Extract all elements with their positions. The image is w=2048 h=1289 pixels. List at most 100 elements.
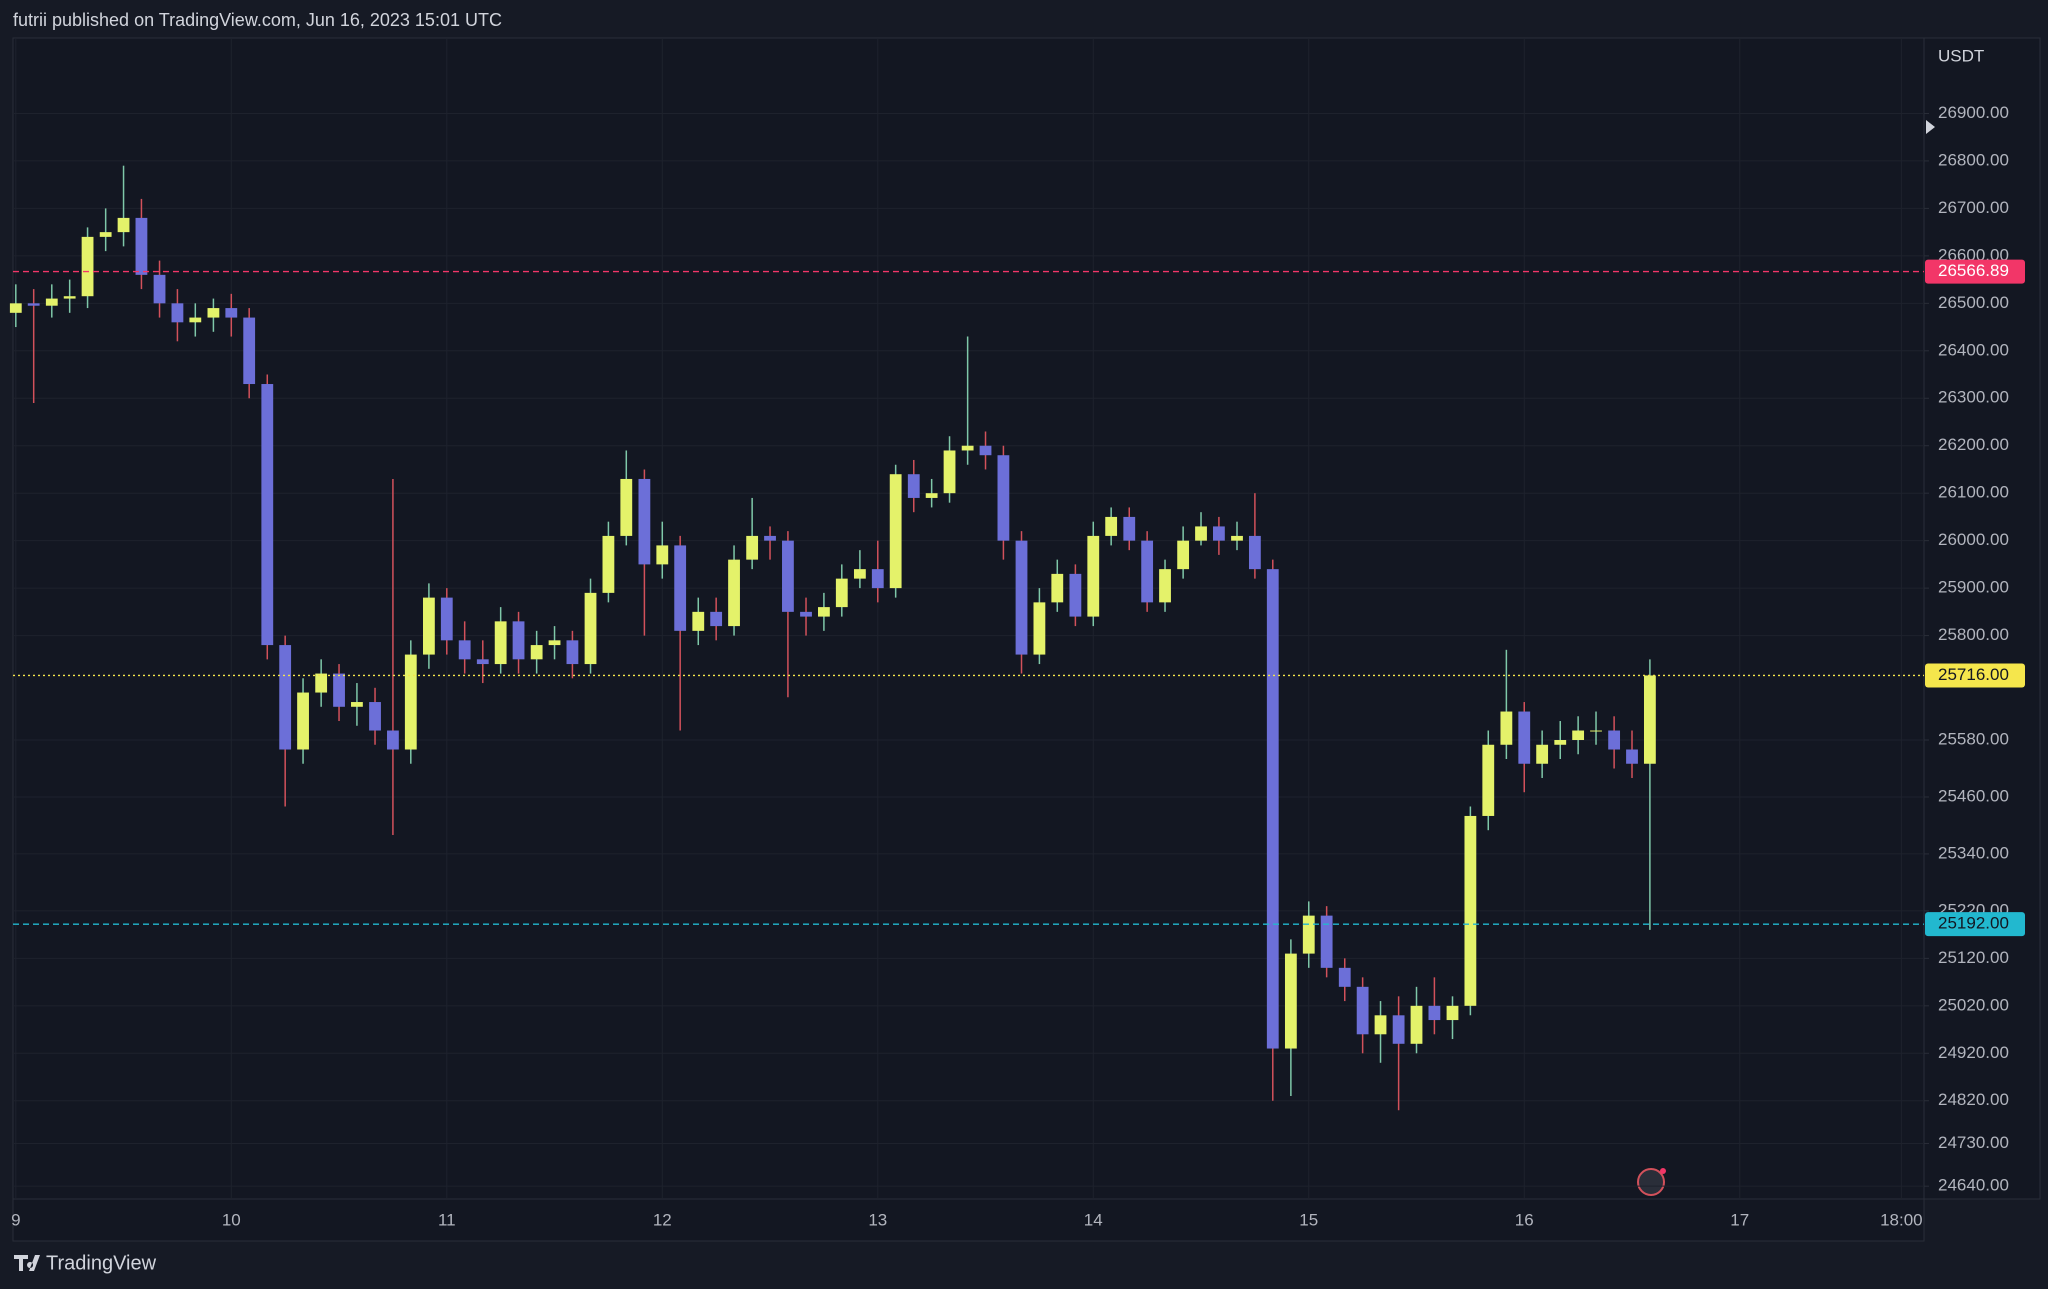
candle-body	[333, 673, 345, 707]
x-tick-label: 13	[868, 1210, 887, 1229]
y-tick-label: 25800.00	[1938, 625, 2009, 644]
y-tick-label: 26300.00	[1938, 388, 2009, 407]
candle-body	[979, 445, 992, 456]
candle-body	[45, 298, 58, 306]
brand: TradingView	[46, 1252, 157, 1274]
x-tick-label: 14	[1084, 1210, 1103, 1229]
candle-body	[1428, 1005, 1441, 1021]
y-tick-label: 26400.00	[1938, 340, 2009, 359]
y-tick-label: 26900.00	[1938, 103, 2009, 122]
price-axis	[1923, 37, 2041, 1200]
event-flag	[1637, 1168, 1666, 1196]
candle-body	[1446, 1005, 1459, 1021]
candle-body	[1302, 915, 1315, 954]
candle-body	[1572, 730, 1585, 741]
candle-body	[1374, 1015, 1387, 1035]
candle-body	[1069, 573, 1082, 617]
x-tick-label: 10	[222, 1210, 241, 1229]
y-axis-label: USDT	[1938, 46, 1984, 65]
candle-body	[1392, 1015, 1405, 1044]
candle-body	[476, 659, 489, 665]
y-tick-label: 24730.00	[1938, 1133, 2009, 1152]
candle-body	[530, 645, 543, 660]
candle-body	[189, 317, 202, 323]
candle-body	[818, 607, 830, 617]
candle-body	[135, 217, 148, 275]
x-tick-label: 9	[11, 1210, 20, 1229]
flag-dot	[1660, 1168, 1666, 1174]
candle-body	[9, 303, 22, 313]
candle-body	[1159, 569, 1171, 603]
y-tick-label: 25020.00	[1938, 995, 2009, 1014]
x-tick-label: 16	[1515, 1210, 1534, 1229]
candle-body	[584, 592, 597, 665]
candle-body	[728, 559, 740, 627]
candle-body	[674, 545, 687, 631]
candle-body	[1087, 535, 1100, 617]
candle-body	[225, 308, 238, 318]
candle-body	[1320, 915, 1333, 968]
plot-area	[12, 37, 1925, 1200]
candle-body	[1213, 526, 1225, 541]
candle-body	[1590, 730, 1602, 732]
candle-body	[1356, 986, 1369, 1035]
candle-body	[1266, 569, 1279, 1049]
candle-body	[1231, 535, 1243, 541]
candle-body	[81, 236, 94, 297]
candle-body	[387, 730, 399, 750]
y-tick-label: 26800.00	[1938, 150, 2009, 169]
candle-body	[153, 274, 166, 304]
y-tick-label: 26500.00	[1938, 293, 2009, 312]
candle-body	[494, 621, 507, 665]
candle-body	[620, 478, 633, 536]
candle-body	[1338, 967, 1351, 987]
candle-body	[1284, 953, 1297, 1049]
candle-body	[1464, 815, 1477, 1006]
candle-body	[782, 540, 794, 612]
candle-body	[63, 296, 76, 299]
candle-body	[1105, 516, 1118, 536]
candle-body	[764, 535, 776, 541]
candle-body	[997, 455, 1010, 541]
y-tick-label: 24640.00	[1938, 1176, 2009, 1195]
candle-body	[548, 640, 561, 646]
candle-body	[835, 578, 848, 608]
candle-body	[512, 621, 525, 660]
time-axis	[12, 1198, 1925, 1242]
candle-body	[1248, 535, 1261, 570]
price-label-bg	[1925, 912, 2025, 937]
candle-body	[925, 493, 938, 498]
candle-body	[943, 450, 956, 494]
candle-body	[853, 569, 866, 579]
candle-body	[315, 673, 328, 693]
y-tick-label: 26200.00	[1938, 435, 2009, 454]
candle-body	[1608, 730, 1621, 750]
price-label: 26566.89	[1938, 261, 2009, 280]
y-tick-label: 25460.00	[1938, 786, 2009, 805]
candle-body	[638, 478, 651, 565]
candle-body	[889, 474, 902, 589]
candle-body	[207, 308, 220, 318]
candle-body	[1536, 744, 1549, 764]
candle-body	[297, 692, 309, 750]
candle-body	[1518, 711, 1531, 764]
candle-body	[566, 640, 579, 665]
candle-body	[1643, 675, 1656, 764]
candle-body	[458, 640, 471, 660]
candle-body	[1626, 749, 1638, 764]
candle-body	[961, 445, 974, 451]
candle-body	[243, 317, 256, 385]
logo-mark	[14, 1255, 40, 1271]
y-tick-label: 24920.00	[1938, 1043, 2009, 1062]
y-tick-label: 26100.00	[1938, 483, 2009, 502]
candle-body	[27, 303, 40, 306]
candle-body	[1015, 540, 1028, 655]
candle-body	[369, 702, 381, 731]
candle-body	[279, 645, 292, 750]
price-label-bg	[1925, 259, 2025, 284]
candle-body	[746, 535, 759, 560]
logo: TradingView	[14, 1252, 157, 1274]
y-tick-label: 25340.00	[1938, 843, 2009, 862]
candle-body	[692, 611, 705, 631]
